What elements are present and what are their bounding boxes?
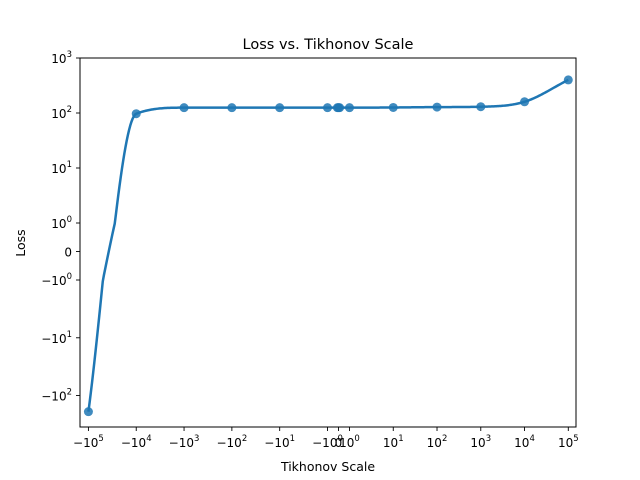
x-tick-label: 103 (470, 434, 491, 450)
x-tick-label: −100 (312, 434, 343, 450)
y-tick-label: 103 (51, 50, 72, 66)
y-tick-label: 102 (51, 105, 72, 121)
data-point (275, 103, 285, 113)
data-point (323, 103, 332, 113)
y-axis: 103 102 101 100 0 −100 −101 −102 (41, 50, 80, 404)
data-point (476, 102, 486, 112)
data-point (83, 407, 93, 417)
x-tick-label: 100 (339, 434, 360, 450)
data-point (432, 102, 442, 112)
y-tick-label: 100 (51, 215, 72, 231)
x-tick-label: 102 (427, 434, 448, 450)
plot-area (83, 75, 573, 417)
data-point (520, 97, 530, 107)
y-axis-label: Loss (13, 229, 28, 256)
axes-frame (79, 57, 577, 428)
x-tick-label: 0 (335, 436, 343, 450)
x-tick-label: −102 (216, 434, 247, 450)
y-tick-label: −100 (41, 272, 72, 288)
data-point (345, 103, 354, 113)
y-tick-label: 101 (51, 160, 72, 176)
x-axis-label: Tikhonov Scale (280, 459, 375, 474)
x-tick-label: 101 (383, 434, 404, 450)
data-point (388, 102, 398, 112)
data-point (335, 103, 345, 113)
data-point (227, 103, 237, 113)
y-tick-label: 0 (64, 246, 72, 260)
data-point (563, 75, 573, 85)
y-tick-label: −101 (41, 330, 72, 346)
x-tick-label: 105 (558, 434, 579, 450)
x-tick-label: −104 (121, 434, 152, 450)
data-point (179, 103, 189, 113)
y-tick-label: −102 (41, 388, 72, 404)
x-tick-label: −101 (264, 434, 295, 450)
x-tick-label: −103 (169, 434, 200, 450)
chart-title: Loss vs. Tikhonov Scale (243, 37, 414, 53)
x-tick-label: 104 (514, 434, 535, 450)
data-point (131, 109, 141, 119)
x-tick-label: −105 (73, 434, 104, 450)
